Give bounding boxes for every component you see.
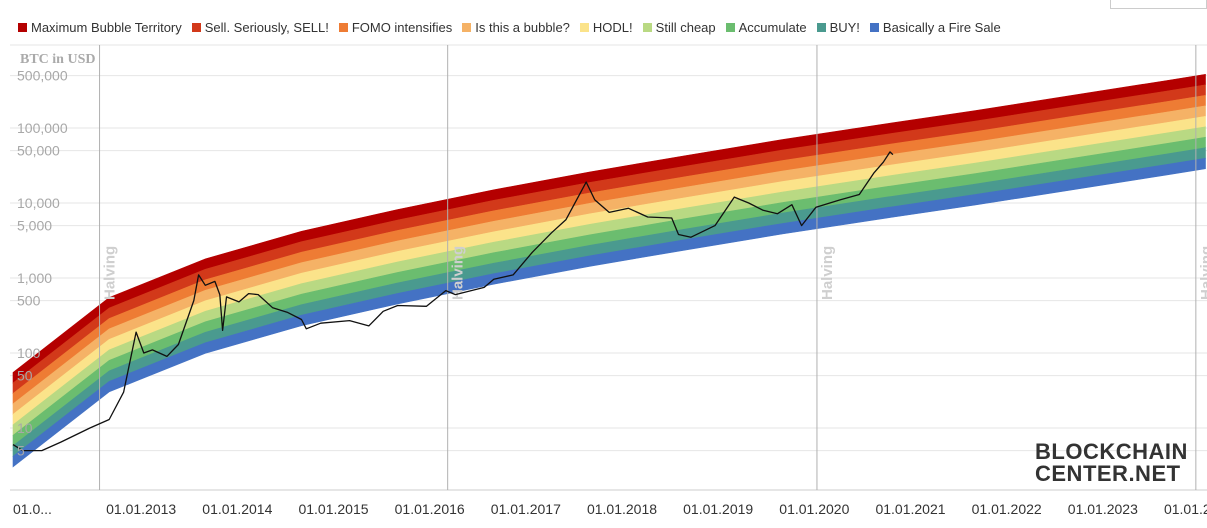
legend-label: FOMO intensifies — [351, 19, 453, 35]
halving-lines: Halving Halving Halving Halving — [99, 45, 1207, 490]
legend-label: Basically a Fire Sale — [882, 19, 1001, 35]
legend-item[interactable]: Basically a Fire Sale — [869, 19, 1001, 35]
x-tick-label: 01.01.2013 — [106, 501, 176, 517]
x-tick-label: 01.01.2021 — [875, 501, 945, 517]
x-tick-label: 01.01.2016 — [395, 501, 465, 517]
legend-swatch — [642, 22, 652, 32]
y-tick-label: 5,000 — [17, 218, 52, 234]
price-series — [12, 151, 894, 452]
y-tick-label: 5 — [17, 443, 25, 459]
y-tick-label: 1,000 — [17, 270, 52, 286]
legend-item[interactable]: Maximum Bubble Territory — [18, 20, 182, 35]
y-tick-label: 500 — [17, 293, 41, 309]
legend-swatch — [191, 22, 201, 32]
rainbow-band — [12, 157, 1206, 468]
y-tick-label: 50,000 — [17, 143, 60, 159]
x-tick-label: 01.01.2017 — [491, 501, 561, 517]
y-tick-label: 100,000 — [17, 120, 68, 136]
x-tick-label: 01.01.2024 — [1164, 501, 1207, 517]
legend-item[interactable]: Sell. Seriously, SELL! — [191, 19, 329, 35]
x-tick-label: 01.01.2020 — [779, 501, 849, 517]
legend-label: BUY! — [829, 19, 860, 35]
legend-swatch — [18, 22, 27, 32]
btc-price-line — [12, 151, 894, 452]
legend-item[interactable]: Still cheap — [642, 19, 716, 35]
legend-label: Maximum Bubble Territory — [31, 19, 182, 35]
halving-label: Halving — [450, 246, 467, 300]
x-tick-label: 01.01.2022 — [972, 501, 1042, 517]
legend-swatch — [816, 22, 826, 32]
legend-label: HODL! — [592, 19, 633, 35]
legend-swatch — [338, 22, 348, 32]
legend-label: Sell. Seriously, SELL! — [204, 19, 329, 35]
logo: BLOCKCHAIN CENTER.NET — [1035, 441, 1188, 485]
legend-label: Still cheap — [655, 19, 716, 35]
rainbow-bands — [12, 73, 1206, 468]
halving-label: Halving — [819, 246, 836, 300]
x-axis-ticks: 01.0... 01.01.2013 01.01.2014 01.01.2015 01.… — [13, 501, 1207, 517]
legend-item[interactable]: BUY! — [816, 19, 860, 35]
logo-line2: CENTER.NET — [1035, 461, 1181, 486]
legend-item[interactable]: Accumulate — [725, 19, 807, 35]
legend-swatch — [869, 22, 879, 32]
y-tick-label: 500,000 — [17, 68, 68, 84]
legend-label: Accumulate — [738, 19, 807, 35]
y-axis-label: BTC in USD — [20, 52, 95, 67]
legend-item[interactable]: Is this a bubble? — [462, 20, 570, 35]
x-tick-label: 01.01.2019 — [683, 501, 753, 517]
legend-label: Is this a bubble? — [475, 19, 570, 35]
x-tick-label: 01.0... — [13, 501, 52, 517]
legend-swatch — [725, 22, 735, 32]
legend-item[interactable]: HODL! — [579, 19, 633, 35]
y-tick-label: 50 — [17, 368, 33, 384]
legend-swatch — [579, 22, 589, 32]
chart-legend: Maximum Bubble Territory Sell. Seriously,… — [0, 12, 1001, 42]
x-tick-label: 01.01.2014 — [202, 501, 272, 517]
y-tick-label: 10,000 — [17, 195, 60, 211]
y-axis-ticks: 500,000 100,000 50,000 10,000 5,000 1,000 500 1… — [17, 68, 68, 459]
x-tick-label: 01.01.2015 — [298, 501, 368, 517]
logo-line1: BLOCKCHAIN — [1035, 439, 1188, 464]
halving-label: Halving — [102, 246, 119, 300]
legend-swatch — [462, 22, 472, 32]
y-tick-label: 100 — [17, 345, 41, 361]
x-tick-label: 01.01.2023 — [1068, 501, 1138, 517]
halving-label: Halving — [1198, 246, 1207, 300]
y-tick-label: 10 — [17, 420, 33, 436]
legend-item[interactable]: FOMO intensifies — [338, 19, 453, 35]
x-tick-label: 01.01.2018 — [587, 501, 657, 517]
